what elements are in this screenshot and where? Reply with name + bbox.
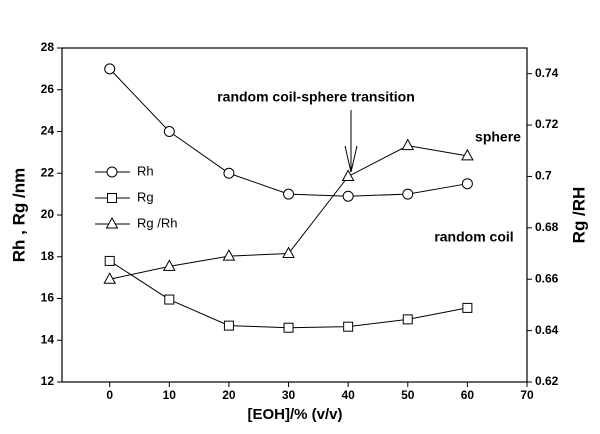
marker <box>343 321 354 332</box>
x-tick-label: 50 <box>401 388 415 402</box>
x-axis-label: [EOH]/% (v/v) <box>247 406 342 423</box>
marker <box>282 246 295 259</box>
x-tick-label: 10 <box>163 388 177 402</box>
marker <box>342 190 354 202</box>
y2-tick-label: 0.62 <box>535 374 559 388</box>
y2-tick-label: 0.64 <box>535 323 559 337</box>
series-line <box>109 260 468 329</box>
marker <box>106 166 118 178</box>
marker <box>283 322 294 333</box>
x-tick-label: 40 <box>341 388 355 402</box>
marker <box>222 249 236 261</box>
y2-axis-label: Rg /RH <box>569 187 588 244</box>
annotation: sphere <box>475 129 521 145</box>
y-tick-label: 28 <box>41 40 55 54</box>
marker <box>462 302 473 313</box>
y-tick-label: 20 <box>41 207 55 221</box>
y2-tick-label: 0.74 <box>535 66 559 80</box>
x-tick-label: 70 <box>520 388 534 402</box>
legend-label: Rg <box>137 189 154 204</box>
annotation: random coil-sphere transition <box>217 89 415 105</box>
y2-tick-label: 0.7 <box>535 169 552 183</box>
marker <box>283 188 295 200</box>
marker <box>223 167 235 179</box>
marker <box>163 126 175 137</box>
marker <box>223 320 234 331</box>
x-tick-label: 30 <box>282 388 296 402</box>
marker <box>104 255 115 266</box>
marker <box>164 294 175 305</box>
legend-label: Rg /Rh <box>137 215 177 230</box>
y2-tick-label: 0.68 <box>535 220 559 234</box>
y-axis-label: Rh , Rg /nm <box>9 168 28 262</box>
y-tick-label: 14 <box>41 332 55 346</box>
y-tick-label: 26 <box>41 82 55 96</box>
marker <box>107 193 117 203</box>
marker <box>402 188 414 200</box>
y-tick-label: 24 <box>41 124 55 138</box>
annotation: random coil <box>434 229 513 245</box>
marker <box>103 272 117 284</box>
marker <box>401 138 415 151</box>
x-tick-label: 60 <box>461 388 475 402</box>
legend-label: Rh <box>137 163 154 178</box>
marker <box>105 216 119 229</box>
y-tick-label: 12 <box>41 374 55 388</box>
marker <box>461 148 474 161</box>
y2-tick-label: 0.72 <box>535 117 559 131</box>
x-tick-label: 20 <box>222 388 236 402</box>
marker <box>162 259 176 271</box>
marker <box>402 314 413 325</box>
y-tick-label: 16 <box>41 291 55 305</box>
arrow-head <box>344 145 358 173</box>
y2-tick-label: 0.66 <box>535 271 559 285</box>
x-tick-label: 0 <box>106 388 113 402</box>
marker <box>341 169 355 181</box>
marker <box>104 63 116 75</box>
y-tick-label: 18 <box>41 249 55 263</box>
marker <box>461 178 473 190</box>
series-line <box>109 145 468 280</box>
y-tick-label: 22 <box>41 165 55 179</box>
